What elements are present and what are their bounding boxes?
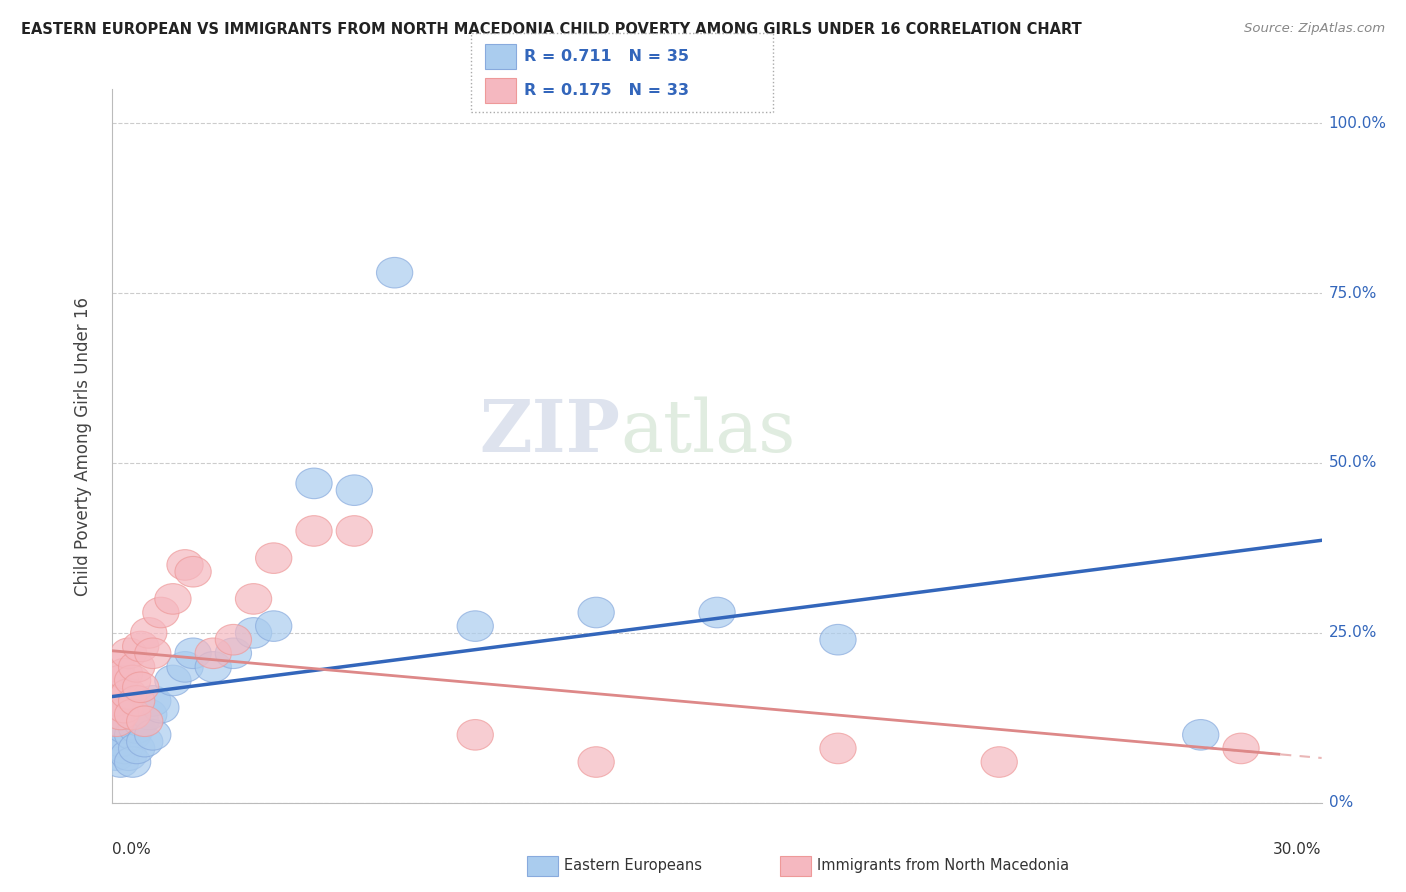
Ellipse shape — [103, 726, 139, 757]
Ellipse shape — [1182, 720, 1219, 750]
Ellipse shape — [107, 658, 143, 689]
Ellipse shape — [118, 713, 155, 743]
Ellipse shape — [377, 258, 413, 288]
Ellipse shape — [578, 747, 614, 777]
Ellipse shape — [820, 733, 856, 764]
Text: 30.0%: 30.0% — [1274, 842, 1322, 857]
Ellipse shape — [127, 706, 163, 737]
Ellipse shape — [111, 692, 146, 723]
Ellipse shape — [103, 699, 139, 730]
Ellipse shape — [107, 733, 143, 764]
Ellipse shape — [235, 617, 271, 648]
Ellipse shape — [131, 617, 167, 648]
Text: Eastern Europeans: Eastern Europeans — [564, 858, 702, 872]
Ellipse shape — [143, 598, 179, 628]
Ellipse shape — [1223, 733, 1260, 764]
Ellipse shape — [336, 516, 373, 546]
Ellipse shape — [295, 468, 332, 499]
Ellipse shape — [981, 747, 1018, 777]
Ellipse shape — [457, 611, 494, 641]
Ellipse shape — [135, 638, 172, 669]
Ellipse shape — [98, 686, 135, 716]
Text: EASTERN EUROPEAN VS IMMIGRANTS FROM NORTH MACEDONIA CHILD POVERTY AMONG GIRLS UN: EASTERN EUROPEAN VS IMMIGRANTS FROM NORT… — [21, 22, 1081, 37]
Ellipse shape — [122, 632, 159, 662]
Ellipse shape — [98, 720, 135, 750]
Text: Source: ZipAtlas.com: Source: ZipAtlas.com — [1244, 22, 1385, 36]
Ellipse shape — [118, 651, 155, 682]
Ellipse shape — [111, 679, 146, 709]
Ellipse shape — [111, 638, 146, 669]
Ellipse shape — [174, 638, 211, 669]
Ellipse shape — [155, 583, 191, 615]
Ellipse shape — [235, 583, 271, 615]
Ellipse shape — [114, 720, 150, 750]
Ellipse shape — [114, 699, 150, 730]
Text: atlas: atlas — [620, 396, 796, 467]
Ellipse shape — [256, 543, 292, 574]
Ellipse shape — [174, 557, 211, 587]
Text: R = 0.175   N = 33: R = 0.175 N = 33 — [524, 83, 689, 97]
Text: 0.0%: 0.0% — [112, 842, 152, 857]
Ellipse shape — [215, 624, 252, 655]
Text: ZIP: ZIP — [479, 396, 620, 467]
Ellipse shape — [131, 699, 167, 730]
Ellipse shape — [143, 692, 179, 723]
Ellipse shape — [114, 665, 150, 696]
Ellipse shape — [98, 706, 135, 737]
Ellipse shape — [107, 713, 143, 743]
Ellipse shape — [295, 516, 332, 546]
Text: R = 0.711   N = 35: R = 0.711 N = 35 — [524, 49, 689, 63]
Ellipse shape — [107, 692, 143, 723]
Ellipse shape — [135, 720, 172, 750]
Ellipse shape — [98, 651, 135, 682]
Ellipse shape — [111, 740, 146, 771]
Ellipse shape — [820, 624, 856, 655]
Ellipse shape — [103, 747, 139, 777]
Ellipse shape — [122, 706, 159, 737]
Ellipse shape — [215, 638, 252, 669]
Text: 100.0%: 100.0% — [1329, 116, 1386, 131]
Text: Immigrants from North Macedonia: Immigrants from North Macedonia — [817, 858, 1069, 872]
Ellipse shape — [195, 651, 232, 682]
Ellipse shape — [118, 686, 155, 716]
Text: 75.0%: 75.0% — [1329, 285, 1376, 301]
Ellipse shape — [118, 733, 155, 764]
Ellipse shape — [103, 665, 139, 696]
Text: 50.0%: 50.0% — [1329, 456, 1376, 470]
Ellipse shape — [114, 747, 150, 777]
Ellipse shape — [122, 672, 159, 703]
Ellipse shape — [135, 686, 172, 716]
Ellipse shape — [699, 598, 735, 628]
Ellipse shape — [457, 720, 494, 750]
Y-axis label: Child Poverty Among Girls Under 16: Child Poverty Among Girls Under 16 — [73, 296, 91, 596]
Ellipse shape — [195, 638, 232, 669]
Ellipse shape — [98, 740, 135, 771]
Ellipse shape — [167, 651, 202, 682]
Ellipse shape — [98, 699, 135, 730]
Ellipse shape — [256, 611, 292, 641]
Ellipse shape — [167, 549, 202, 580]
Text: 0%: 0% — [1329, 796, 1353, 810]
Text: 25.0%: 25.0% — [1329, 625, 1376, 640]
Ellipse shape — [127, 726, 163, 757]
Ellipse shape — [336, 475, 373, 506]
Ellipse shape — [103, 706, 139, 737]
Ellipse shape — [578, 598, 614, 628]
Ellipse shape — [155, 665, 191, 696]
